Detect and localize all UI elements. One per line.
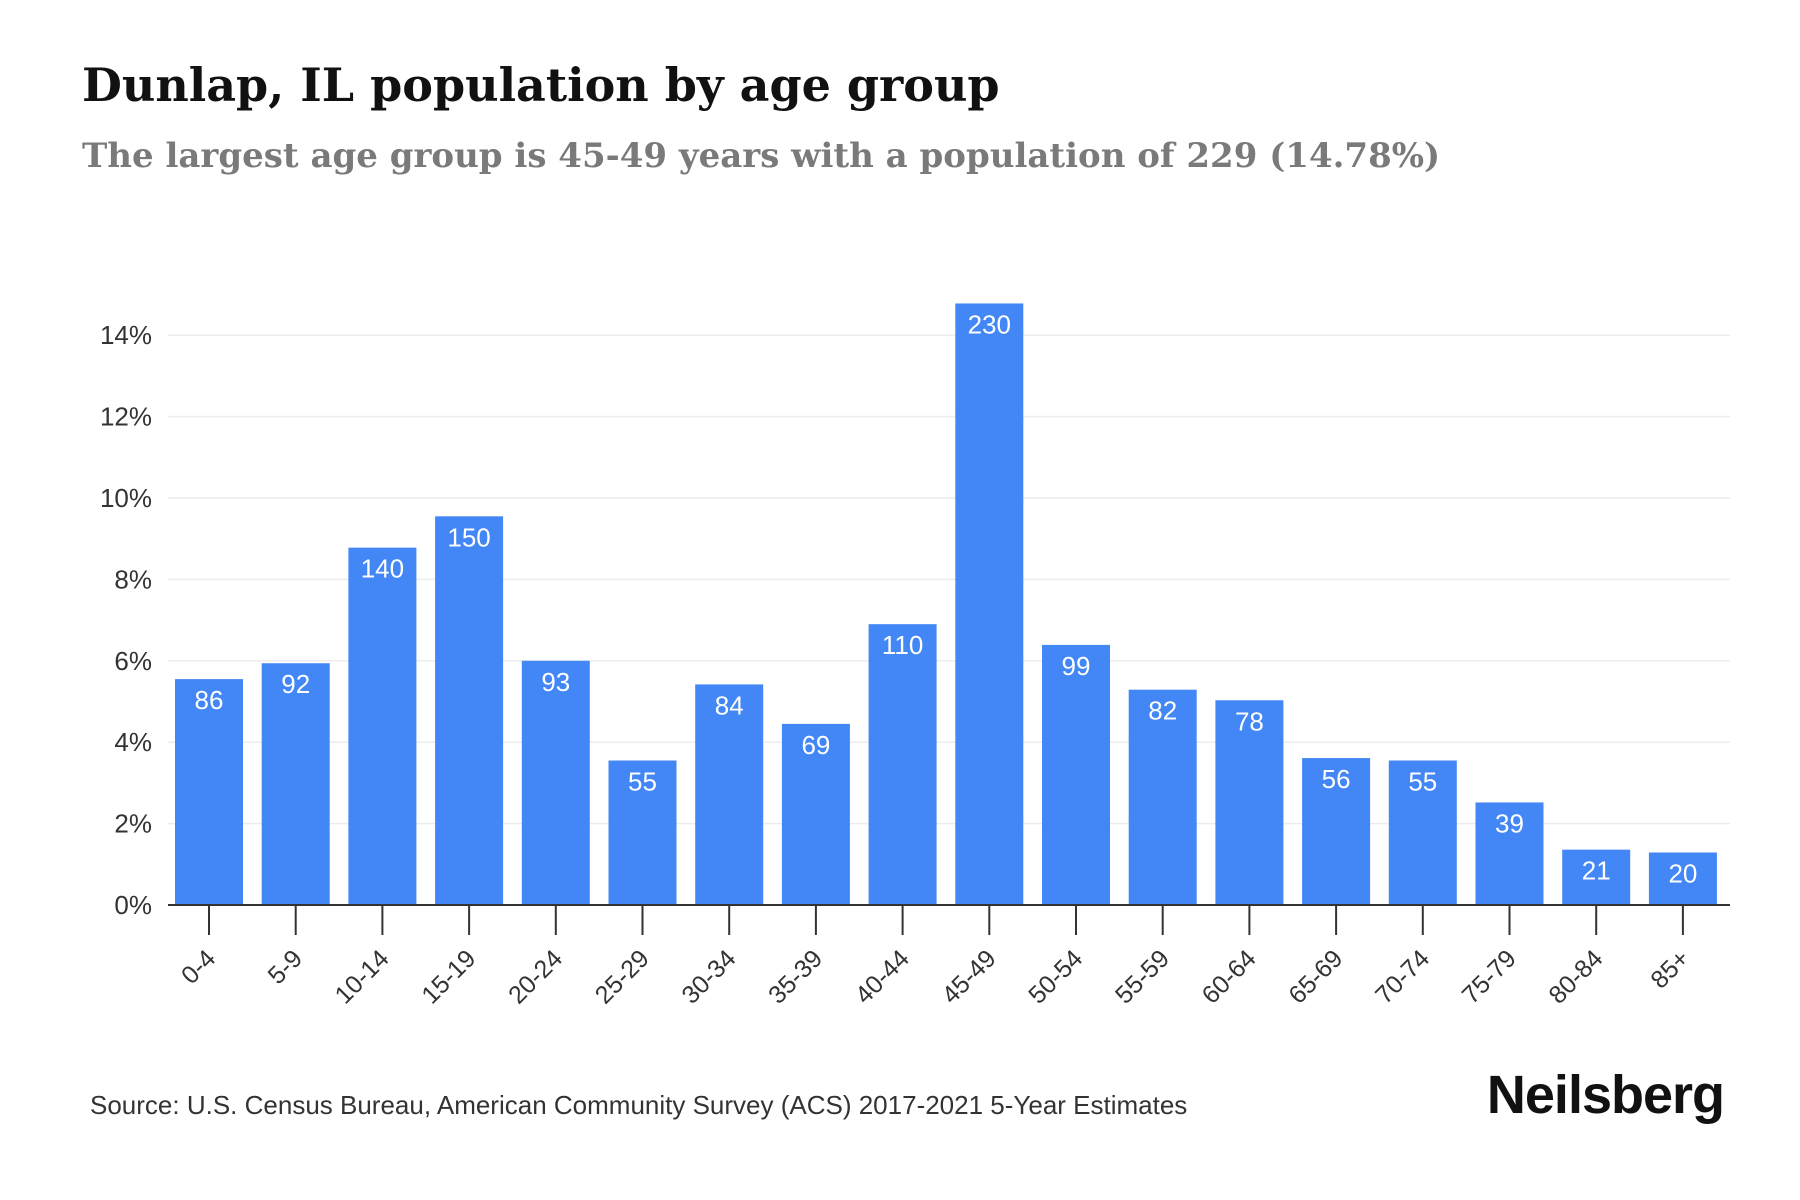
x-tick-label: 60-64 — [1197, 944, 1262, 1009]
bar — [781, 723, 850, 905]
x-tick-label: 5-9 — [263, 944, 308, 989]
x-tick-label: 65-69 — [1283, 944, 1348, 1009]
bar — [1042, 644, 1110, 905]
bar-value-label: 20 — [1668, 858, 1697, 888]
bar — [868, 624, 937, 905]
bar — [261, 663, 330, 905]
bar-value-label: 86 — [195, 685, 224, 715]
bars: 86 92 140 150 93 55 84 69 110 230 99 82 78 56 55 39 21 20 — [175, 303, 1717, 906]
y-tick-label: 6% — [114, 646, 152, 676]
x-tick-label: 70-74 — [1370, 944, 1435, 1009]
brand-logo: Neilsberg — [1486, 1065, 1725, 1125]
bar-value-label: 21 — [1582, 856, 1611, 886]
bar-value-label: 140 — [361, 554, 404, 584]
x-tick-label: 10-14 — [330, 944, 395, 1009]
bar — [521, 660, 590, 905]
bar — [955, 303, 1024, 906]
bar-value-label: 78 — [1235, 706, 1264, 736]
x-tick-label: 35-39 — [763, 944, 828, 1009]
bar-value-label: 69 — [801, 730, 830, 760]
x-tick-label: 30-34 — [676, 944, 741, 1009]
bar-value-label: 56 — [1322, 764, 1351, 794]
x-tick-label: 75-79 — [1457, 944, 1522, 1009]
bar — [1475, 802, 1544, 905]
bar-value-label: 99 — [1062, 651, 1091, 681]
bar — [1388, 760, 1457, 905]
bar-value-label: 230 — [968, 309, 1011, 339]
bar — [435, 516, 504, 905]
grid-lines — [168, 334, 1730, 825]
y-tick-label: 14% — [100, 320, 152, 350]
y-tick-label: 4% — [114, 727, 152, 757]
y-tick-label: 8% — [114, 564, 152, 594]
bar — [348, 547, 417, 905]
bar — [1215, 700, 1284, 905]
bar — [608, 760, 677, 905]
x-tick-label: 40-44 — [850, 944, 915, 1009]
bar-value-label: 84 — [715, 690, 744, 720]
bar-value-label: 110 — [882, 630, 923, 660]
x-tick-label: 20-24 — [503, 944, 568, 1009]
x-tick-label: 50-54 — [1023, 944, 1088, 1009]
bar-value-label: 93 — [541, 667, 570, 697]
x-tick-label: 55-59 — [1110, 944, 1175, 1009]
x-tick-label: 45-49 — [937, 944, 1002, 1009]
bar — [175, 679, 243, 905]
bar — [1302, 758, 1371, 905]
chart-title: Dunlap, IL population by age group — [82, 58, 1000, 112]
bar-value-label: 39 — [1495, 808, 1524, 838]
y-tick-label: 2% — [114, 809, 152, 839]
y-tick-label: 10% — [100, 483, 152, 513]
bar-value-label: 92 — [281, 669, 310, 699]
bar — [695, 684, 764, 905]
x-tick-label: 80-84 — [1543, 944, 1608, 1009]
bar-value-label: 55 — [628, 767, 657, 797]
bar-value-label: 150 — [447, 522, 490, 552]
chart-subtitle: The largest age group is 45-49 years wit… — [82, 136, 1441, 176]
bar-value-label: 55 — [1408, 767, 1437, 797]
y-tick-label: 0% — [114, 890, 152, 920]
x-tick-label: 25-29 — [590, 944, 655, 1009]
source-note: Source: U.S. Census Bureau, American Com… — [90, 1090, 1188, 1120]
y-tick-label: 12% — [100, 402, 152, 432]
bar — [1562, 849, 1631, 905]
x-tick-label: 0-4 — [176, 944, 221, 989]
bar-value-label: 82 — [1148, 696, 1177, 726]
bar — [1648, 852, 1717, 905]
bar — [1128, 689, 1197, 905]
x-tick-label: 15-19 — [416, 944, 481, 1009]
x-tick-label: 85+ — [1645, 944, 1695, 994]
